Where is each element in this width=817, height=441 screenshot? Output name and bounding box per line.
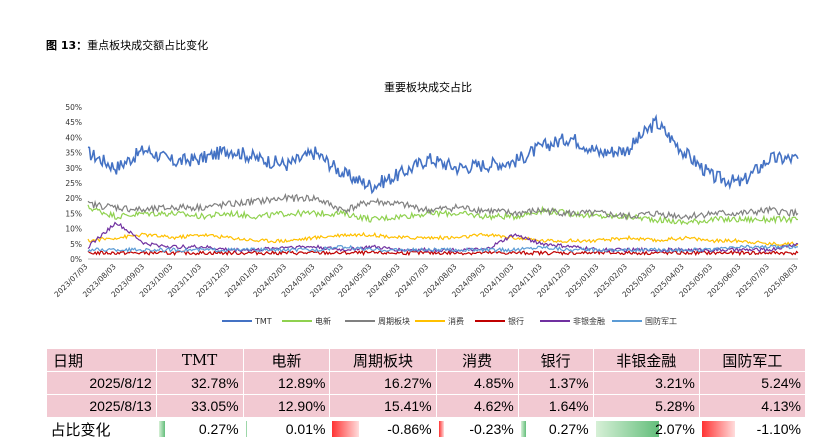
chart-title: 重要板块成交占比 — [384, 80, 472, 94]
table-row: 2025/8/13 33.05% 12.90% 15.41% 4.62% 1.64% 5.2… — [46, 394, 807, 418]
y-tick-label: 25% — [65, 179, 82, 188]
table-cell: 12.89% — [242, 371, 331, 395]
table-cell: 15.41% — [329, 394, 437, 418]
table-header-row: 日期 TMT 电新 周期板块 消费 银行 非银金融 国防军工 — [46, 348, 807, 372]
change-cell: 0.27% — [155, 417, 244, 441]
change-cell: -0.23% — [435, 417, 519, 441]
negative-data-bar — [438, 421, 445, 437]
y-tick-label: 30% — [65, 164, 82, 173]
series-line — [87, 231, 799, 247]
table-header-cell: 非银金融 — [592, 348, 700, 372]
table-cell: 33.05% — [155, 394, 244, 418]
table-header-cell: 国防军工 — [698, 348, 807, 372]
change-row-label: 占比变化 — [46, 417, 157, 441]
legend-label: 非银金融 — [573, 316, 605, 326]
table-cell: 4.13% — [698, 394, 807, 418]
x-axis: 2023/07/032023/08/032023/09/032023/10/03… — [52, 262, 799, 299]
table-header-cell: 消费 — [435, 348, 519, 372]
change-value: 0.01% — [285, 421, 326, 437]
legend-label: 电新 — [315, 316, 331, 326]
figure-caption: 图 13：重点板块成交额占比变化 — [46, 37, 208, 53]
y-tick-label: 10% — [65, 225, 82, 234]
y-tick-label: 45% — [65, 118, 82, 127]
series-line — [87, 204, 798, 226]
legend-label: 国防军工 — [645, 316, 677, 326]
table-cell: 4.62% — [435, 394, 519, 418]
series-line — [87, 244, 799, 253]
change-cell: 0.01% — [242, 417, 331, 441]
positive-data-bar — [595, 421, 659, 437]
series-line — [87, 113, 799, 195]
change-value: -0.86% — [387, 421, 432, 437]
series-lines — [87, 113, 799, 257]
y-tick-label: 50% — [65, 103, 82, 112]
table-cell: 4.85% — [435, 371, 519, 395]
positive-data-bar — [245, 421, 248, 437]
table-header-cell: 日期 — [46, 348, 157, 372]
series-line — [87, 192, 799, 221]
legend-label: 周期板块 — [378, 316, 410, 326]
y-tick-label: 0% — [70, 255, 82, 264]
table-cell: 3.21% — [592, 371, 700, 395]
y-tick-label: 15% — [65, 209, 82, 218]
negative-data-bar — [332, 421, 359, 437]
table-cell: 1.64% — [517, 394, 594, 418]
table-cell: 32.78% — [155, 371, 244, 395]
legend-label: TMT — [254, 317, 272, 326]
table-header-cell: TMT — [155, 348, 244, 372]
legend-label: 消费 — [448, 316, 464, 326]
change-value: 0.27% — [198, 421, 239, 437]
table-cell: 2025/8/13 — [46, 394, 157, 418]
table-cell: 2025/8/12 — [46, 371, 157, 395]
figure-title: 重点板块成交额占比变化 — [87, 39, 209, 52]
positive-data-bar — [158, 421, 166, 437]
change-cell: 2.07% — [592, 417, 700, 441]
table-header-cell: 周期板块 — [329, 348, 437, 372]
change-value: -0.23% — [469, 421, 514, 437]
y-tick-label: 5% — [70, 240, 82, 249]
series-line — [87, 221, 799, 254]
table-header-cell: 银行 — [517, 348, 594, 372]
change-cell: 0.27% — [517, 417, 594, 441]
change-value: 2.07% — [655, 421, 695, 437]
negative-data-bar — [701, 421, 736, 437]
y-tick-label: 20% — [65, 194, 82, 203]
figure-label: 图 13： — [46, 39, 88, 52]
table-row: 2025/8/12 32.78% 12.89% 16.27% 4.85% 1.37% 3.2… — [46, 371, 807, 395]
change-value: -1.10% — [756, 421, 801, 437]
table-header-cell: 电新 — [242, 348, 331, 372]
line-chart: 重要板块成交占比 0% 5% 10% 15% 20% 25% 30% 35% 40% 45% 50%… — [52, 80, 799, 326]
change-value: 0.27% — [548, 421, 589, 437]
change-cell: -0.86% — [329, 417, 437, 441]
table-cell: 16.27% — [329, 371, 437, 395]
series-line — [87, 249, 799, 257]
summary-table: 日期 TMT 电新 周期板块 消费 银行 非银金融 国防军工 2025/8/12 32.78% 1… — [46, 348, 807, 441]
positive-data-bar — [520, 421, 527, 437]
legend-label: 银行 — [508, 316, 524, 326]
y-tick-label: 40% — [65, 133, 82, 142]
table-cell: 1.37% — [517, 371, 594, 395]
legend: TMT 电新 周期板块 消费 银行 非银金融 国防军工 — [222, 316, 677, 326]
table-cell: 5.28% — [592, 394, 700, 418]
table-cell: 12.90% — [242, 394, 331, 418]
change-row: 占比变化 0.27% 0.01% -0.86% -0.23% 0.27% 2.07% -1.1… — [46, 417, 807, 441]
y-tick-label: 35% — [65, 149, 82, 158]
y-axis: 0% 5% 10% 15% 20% 25% 30% 35% 40% 45% 50% — [65, 103, 798, 264]
table-cell: 5.24% — [698, 371, 807, 395]
change-cell: -1.10% — [698, 417, 807, 441]
